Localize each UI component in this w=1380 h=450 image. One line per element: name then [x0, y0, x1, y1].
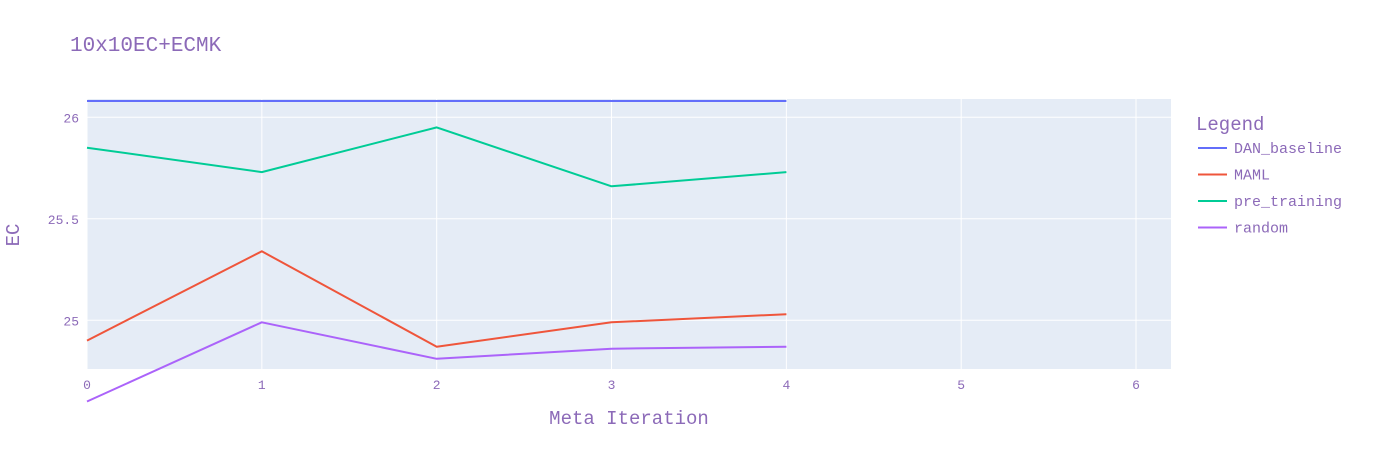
series-line-pre_training [86, 126, 787, 188]
series-layer [86, 100, 787, 403]
legend-title: Legend [1196, 114, 1264, 136]
legend-item-MAML[interactable]: MAML [1198, 168, 1270, 185]
legend-label-MAML: MAML [1234, 168, 1270, 185]
x-tick-label-2: 2 [433, 378, 441, 393]
x-tick-label-4: 4 [782, 378, 790, 393]
legend-item-random[interactable]: random [1198, 221, 1288, 238]
legend[interactable]: Legend DAN_baseline MAML pre_trainingrando… [1196, 114, 1342, 238]
y-tick-label-0: 25 [63, 314, 79, 329]
y-tick-label-1: 25.5 [48, 213, 79, 228]
y-axis-title: EC [3, 224, 25, 247]
x-tick-label-0: 0 [83, 378, 91, 393]
series-line-random [86, 321, 787, 403]
y-tick-label-2: 26 [63, 111, 79, 126]
legend-item-pre_training[interactable]: pre_training [1198, 194, 1342, 211]
grid-lines [86, 99, 1171, 369]
legend-label-pre_training: pre_training [1234, 194, 1342, 211]
x-tick-label-1: 1 [258, 378, 266, 393]
x-tick-label-5: 5 [957, 378, 965, 393]
series-line-MAML [86, 250, 787, 348]
tick-labels: 0 1 2 3 4 5 6 25 25.5 26 [48, 111, 1140, 393]
legend-item-DAN_baseline[interactable]: DAN_baseline [1198, 141, 1342, 158]
chart-title: 10x10EC+ECMK [70, 35, 222, 58]
legend-label-DAN_baseline: DAN_baseline [1234, 141, 1342, 158]
x-tick-label-3: 3 [608, 378, 616, 393]
x-axis-title: Meta Iteration [549, 408, 709, 430]
legend-label-random: random [1234, 221, 1288, 238]
x-tick-label-6: 6 [1132, 378, 1140, 393]
